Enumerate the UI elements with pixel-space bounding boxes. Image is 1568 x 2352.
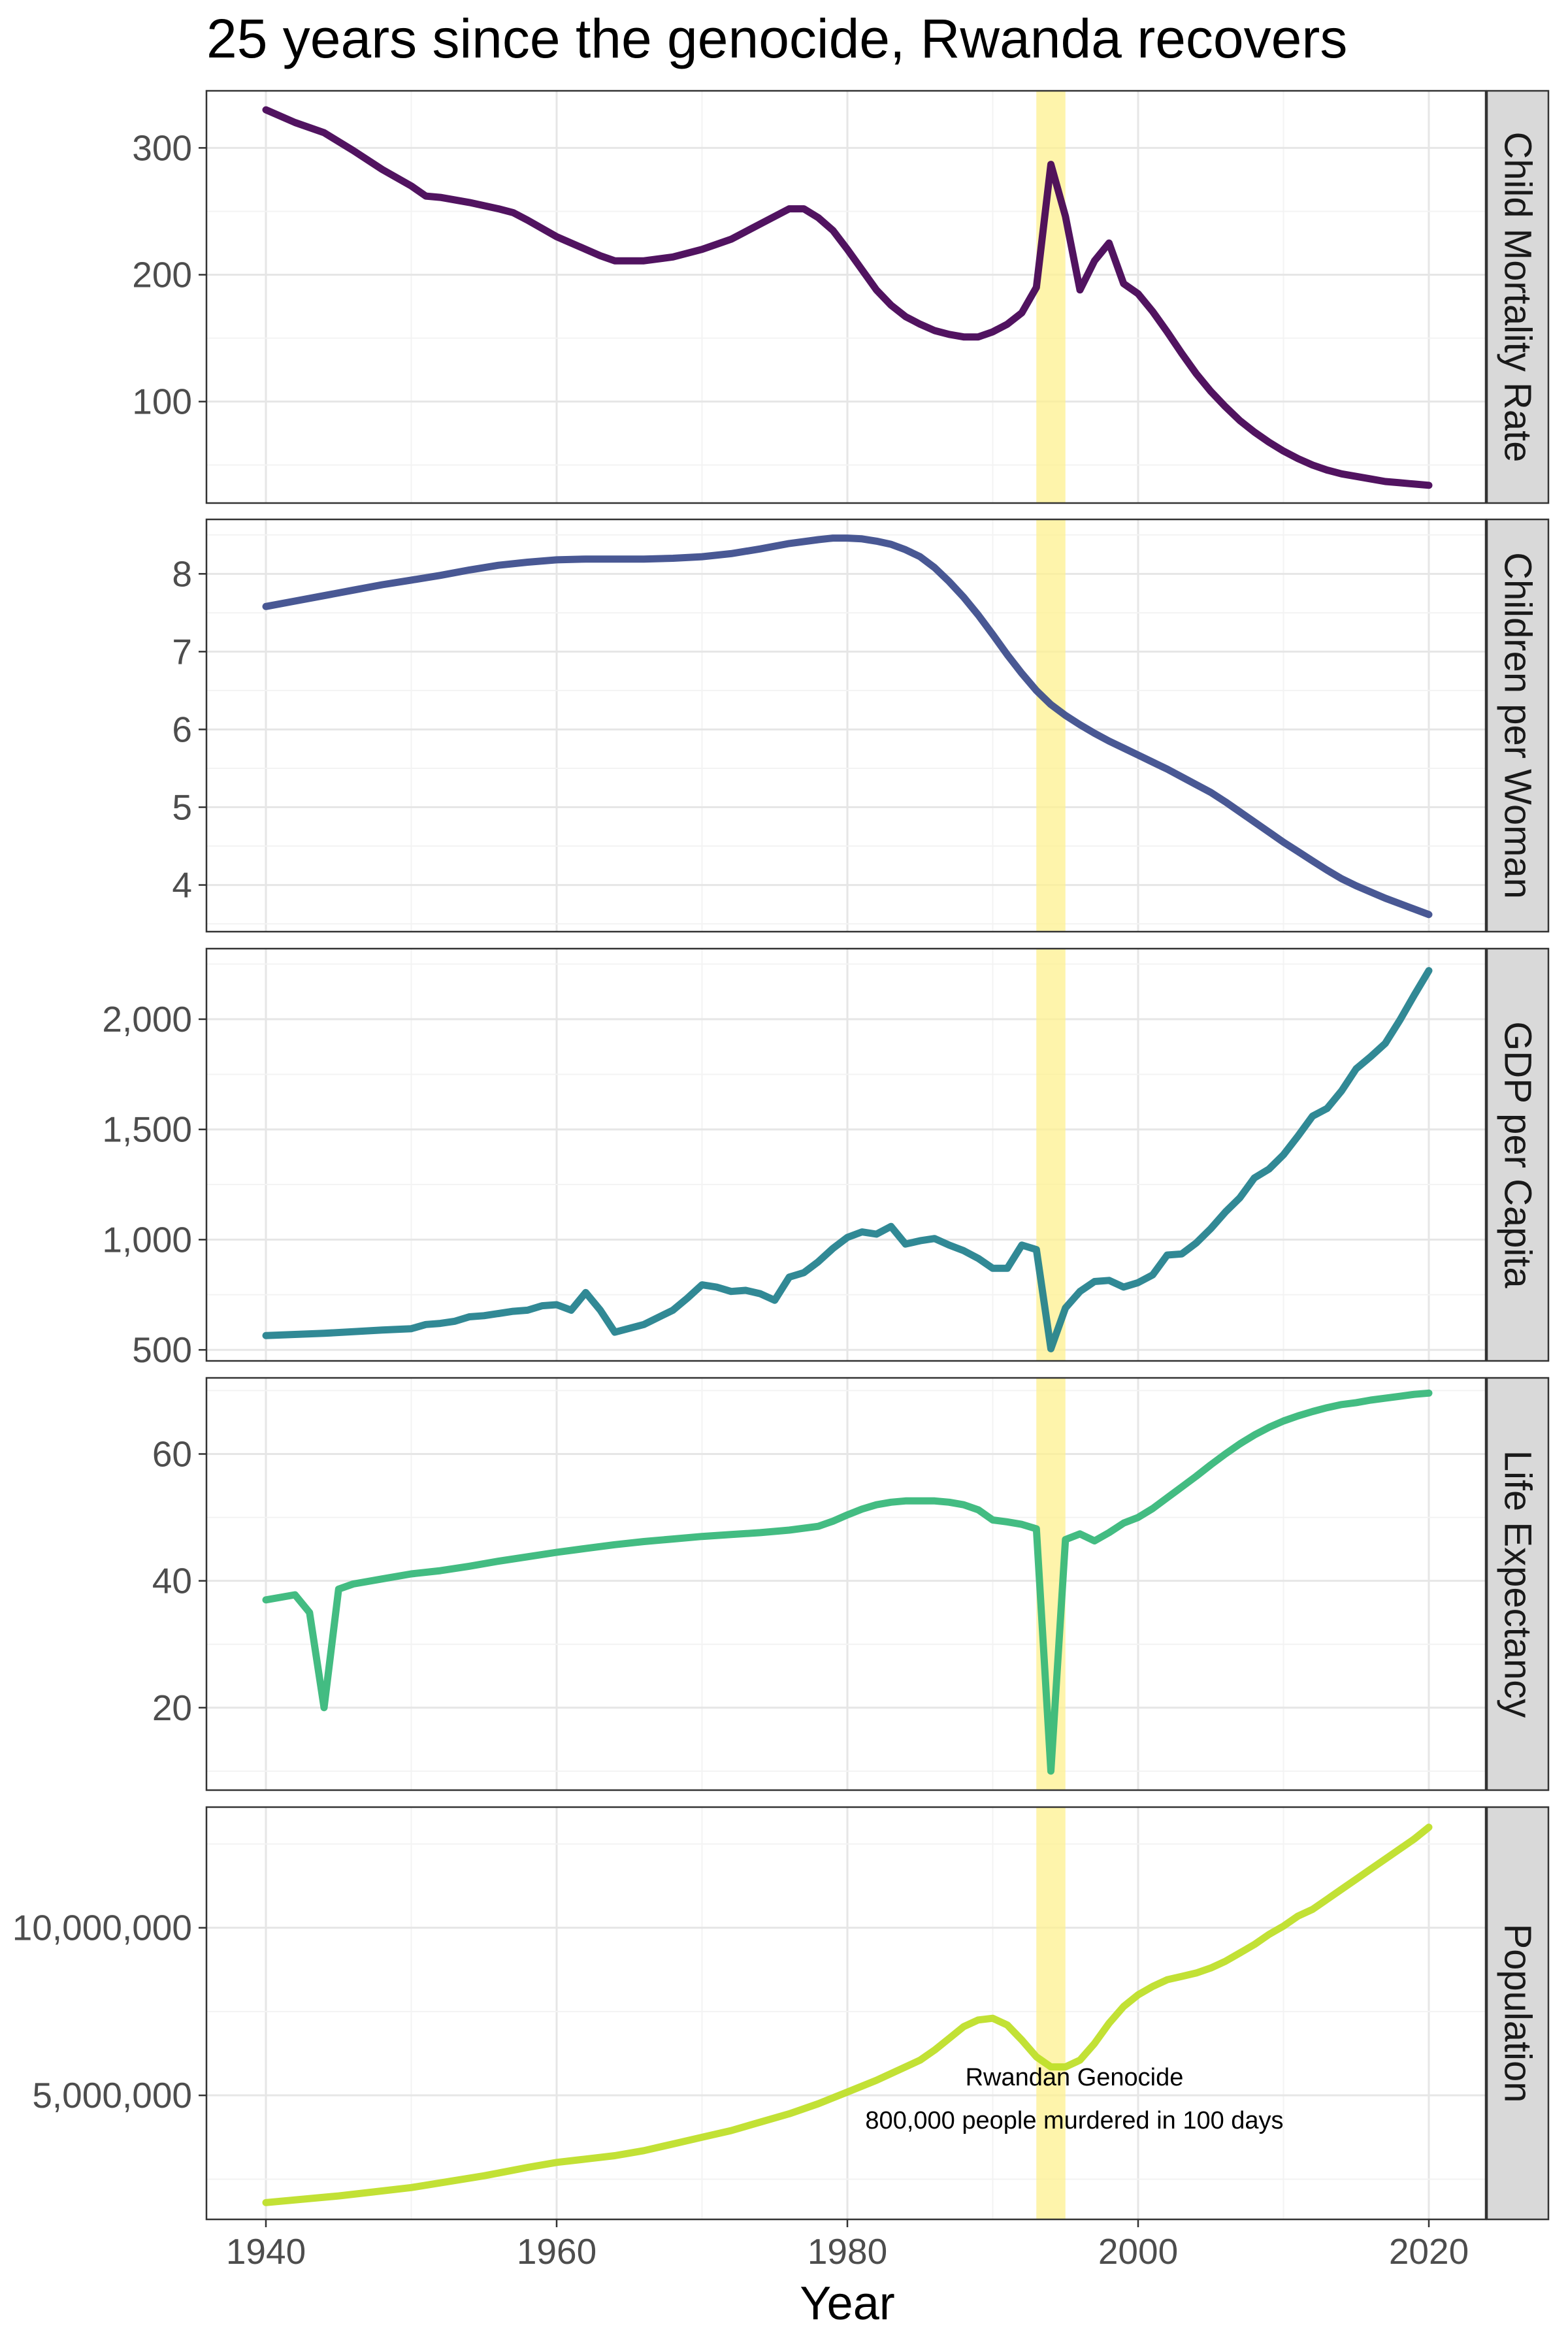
y-tick-label: 200 bbox=[132, 255, 192, 295]
facet-strip-label: Children per Woman bbox=[1497, 552, 1539, 899]
x-tick-label: 1940 bbox=[226, 2231, 306, 2272]
facet-strip bbox=[1486, 90, 1550, 504]
y-tick-label: 60 bbox=[152, 1433, 192, 1474]
genocide-highlight-band bbox=[1036, 91, 1066, 503]
panel-background bbox=[206, 1378, 1486, 1790]
x-axis: 1940 1960 1980 2000 2020 bbox=[226, 2219, 1469, 2272]
facet-population: 5,000,000 10,000,000 Population Rwandan Gen… bbox=[12, 1806, 1550, 2221]
facet-children-per-woman: 4 5 6 7 8 Children per Woman bbox=[172, 518, 1550, 933]
panel-border bbox=[205, 518, 1487, 933]
panel-border bbox=[205, 947, 1487, 1362]
line-life-expectancy bbox=[262, 1389, 1433, 1775]
chart-title: 25 years since the genocide, Rwanda reco… bbox=[206, 8, 1347, 69]
y-tick-label: 7 bbox=[172, 631, 192, 672]
facet-gdp-per-capita: 500 1,000 1,500 2,000 GDP per Capita bbox=[102, 947, 1550, 1370]
x-tick-label: 1960 bbox=[517, 2231, 596, 2272]
y-tick-label: 20 bbox=[152, 1688, 192, 1728]
y-tick-label: 100 bbox=[132, 382, 192, 422]
facet-strip bbox=[1486, 1806, 1550, 2221]
y-tick-label: 5,000,000 bbox=[32, 2075, 192, 2115]
y-tick-label: 1,500 bbox=[102, 1109, 192, 1150]
x-tick-label: 1980 bbox=[808, 2231, 887, 2272]
facet-strip-label: Life Expectancy bbox=[1497, 1450, 1539, 1718]
annotation-text: Rwandan Genocide bbox=[966, 2064, 1184, 2091]
panel-background bbox=[206, 1807, 1486, 2219]
y-tick-label: 300 bbox=[132, 127, 192, 168]
y-tick-label: 8 bbox=[172, 553, 192, 594]
panel-border bbox=[205, 1806, 1487, 2221]
y-tick-label: 500 bbox=[132, 1330, 192, 1370]
facet-strip bbox=[1486, 518, 1550, 933]
panel-border bbox=[205, 90, 1487, 504]
annotation-text: 800,000 people murdered in 100 days bbox=[865, 2107, 1283, 2134]
line-population bbox=[262, 1823, 1433, 2206]
x-tick-label: 2020 bbox=[1389, 2231, 1469, 2272]
x-tick-label: 2000 bbox=[1098, 2231, 1178, 2272]
facet-panels: 100 200 300 Child Mortality Rate 4 5 6 7 8 Childr… bbox=[12, 90, 1550, 2221]
x-axis-label: Year bbox=[800, 2278, 894, 2330]
facet-strip bbox=[1486, 947, 1550, 1362]
y-tick-label: 4 bbox=[172, 865, 192, 906]
panel-background bbox=[206, 949, 1486, 1361]
facet-strip-label: Child Mortality Rate bbox=[1497, 131, 1539, 462]
y-tick-label: 40 bbox=[152, 1561, 192, 1601]
y-tick-label: 5 bbox=[172, 787, 192, 828]
facet-life-expectancy: 20 40 60 Life Expectancy bbox=[152, 1377, 1550, 1791]
facet-strip-label: Population bbox=[1497, 1923, 1539, 2102]
facet-strip-label: GDP per Capita bbox=[1497, 1021, 1539, 1288]
line-gdp-per-capita bbox=[262, 967, 1433, 1352]
genocide-highlight-band bbox=[1036, 1807, 1066, 2219]
y-tick-label: 2,000 bbox=[102, 999, 192, 1039]
panel-background bbox=[206, 91, 1486, 503]
facet-child-mortality-rate: 100 200 300 Child Mortality Rate bbox=[132, 90, 1550, 504]
line-children-per-woman bbox=[262, 534, 1433, 919]
genocide-highlight-band bbox=[1036, 519, 1066, 932]
y-tick-label: 6 bbox=[172, 709, 192, 749]
facet-strip bbox=[1486, 1377, 1550, 1791]
y-tick-label: 1,000 bbox=[102, 1219, 192, 1260]
panel-border bbox=[205, 1377, 1487, 1791]
panel-background bbox=[206, 519, 1486, 932]
line-child-mortality-rate bbox=[262, 106, 1433, 489]
y-tick-label: 10,000,000 bbox=[12, 1908, 192, 1948]
